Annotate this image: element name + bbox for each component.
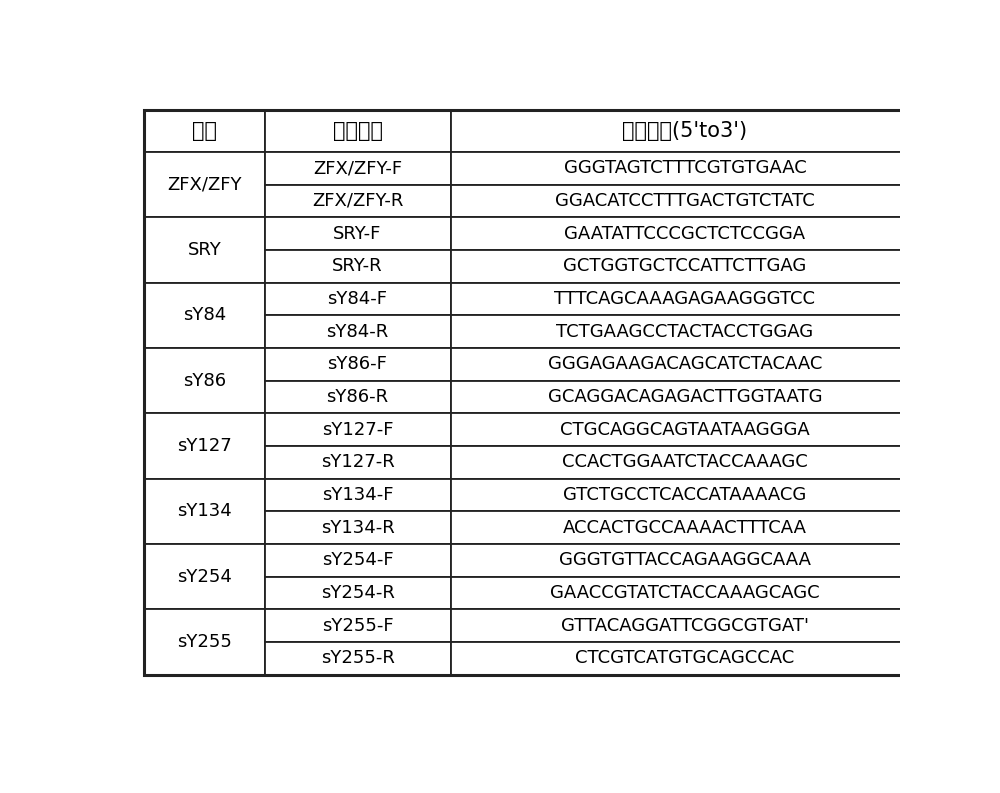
Text: sY134: sY134 <box>177 502 232 520</box>
Text: GCAGGACAGAGACTTGGTAATG: GCAGGACAGAGACTTGGTAATG <box>548 388 822 406</box>
Bar <box>450 110 919 152</box>
Text: sY254-F: sY254-F <box>322 551 393 569</box>
Text: TTTCAGCAAAGAGAAGGGTCC: TTTCAGCAAAGAGAAGGGTCC <box>554 290 815 308</box>
Text: ACCACTGCCAAAACTTTCAA: ACCACTGCCAAAACTTTCAA <box>563 519 807 537</box>
Text: GAATATTCCCGCTCTCCGGA: GAATATTCCCGCTCTCCGGA <box>564 224 805 243</box>
Text: sY84-R: sY84-R <box>326 323 389 341</box>
Text: SRY-F: SRY-F <box>333 224 382 243</box>
Text: GGGAGAAGACAGCATCTACAAC: GGGAGAAGACAGCATCTACAAC <box>548 355 822 374</box>
Text: 引物名称: 引物名称 <box>332 121 382 141</box>
Bar <box>264 217 450 250</box>
Bar <box>450 642 919 675</box>
Bar <box>450 282 919 316</box>
Text: GGGTGTTACCAGAAGGCAAA: GGGTGTTACCAGAAGGCAAA <box>559 551 811 569</box>
Bar <box>264 642 450 675</box>
Bar <box>450 413 919 446</box>
Text: SRY-R: SRY-R <box>332 257 383 275</box>
Bar <box>264 250 450 282</box>
Text: CCACTGGAATCTACCAAAGC: CCACTGGAATCTACCAAAGC <box>562 454 808 471</box>
Bar <box>450 217 919 250</box>
Text: ZFX/ZFY-R: ZFX/ZFY-R <box>312 192 403 210</box>
Text: GTTACAGGATTCGGCGTGAT': GTTACAGGATTCGGCGTGAT' <box>561 617 809 634</box>
Bar <box>144 282 264 348</box>
Bar <box>450 152 919 185</box>
Bar <box>450 446 919 479</box>
Text: GTCTGCCTCACCATAAAACG: GTCTGCCTCACCATAAAACG <box>563 486 807 504</box>
Bar <box>144 348 264 413</box>
Text: GCTGGTGCTCCATTCTTGAG: GCTGGTGCTCCATTCTTGAG <box>563 257 807 275</box>
Text: sY134-R: sY134-R <box>321 519 394 537</box>
Bar <box>264 316 450 348</box>
Text: sY255-R: sY255-R <box>321 649 394 667</box>
Text: CTGCAGGCAGTAATAAGGGA: CTGCAGGCAGTAATAAGGGA <box>560 420 810 439</box>
Text: CTCGTCATGTGCAGCCAC: CTCGTCATGTGCAGCCAC <box>575 649 795 667</box>
Bar <box>144 609 264 675</box>
Bar <box>144 544 264 609</box>
Text: ZFX/ZFY-F: ZFX/ZFY-F <box>313 159 402 178</box>
Text: sY86-R: sY86-R <box>326 388 389 406</box>
Bar <box>144 217 264 282</box>
Bar <box>450 511 919 544</box>
Bar <box>450 185 919 217</box>
Text: sY84-F: sY84-F <box>328 290 388 308</box>
Text: 引物序列(5'to3'): 引物序列(5'to3') <box>622 121 747 141</box>
Bar <box>264 446 450 479</box>
Bar <box>264 413 450 446</box>
Bar <box>264 381 450 413</box>
Text: sY254-R: sY254-R <box>321 584 394 602</box>
Bar <box>450 577 919 609</box>
Bar <box>264 511 450 544</box>
Bar <box>144 479 264 544</box>
Bar <box>450 479 919 511</box>
Bar <box>264 544 450 577</box>
Text: sY84: sY84 <box>183 306 226 324</box>
Bar <box>144 413 264 479</box>
Text: ZFX/ZFY: ZFX/ZFY <box>167 175 242 193</box>
Text: TCTGAAGCCTACTACCTGGAG: TCTGAAGCCTACTACCTGGAG <box>556 323 813 341</box>
Bar <box>264 282 450 316</box>
Bar <box>264 479 450 511</box>
Bar <box>264 609 450 642</box>
Bar <box>450 544 919 577</box>
Text: sY127: sY127 <box>177 437 232 455</box>
Text: sY255-F: sY255-F <box>322 617 393 634</box>
Bar <box>264 185 450 217</box>
Bar <box>264 577 450 609</box>
Text: sY254: sY254 <box>177 568 232 585</box>
Bar <box>264 110 450 152</box>
Bar <box>450 316 919 348</box>
Bar <box>144 152 264 217</box>
Text: GGGTAGTCTTTCGTGTGAAC: GGGTAGTCTTTCGTGTGAAC <box>564 159 806 178</box>
Text: GAACCGTATCTACCAAAGCAGC: GAACCGTATCTACCAAAGCAGC <box>550 584 820 602</box>
Bar <box>264 152 450 185</box>
Text: SRY: SRY <box>188 241 221 259</box>
Text: GGACATCCTTTGACTGTCTATC: GGACATCCTTTGACTGTCTATC <box>555 192 815 210</box>
Bar <box>264 348 450 381</box>
Text: sY127-R: sY127-R <box>321 454 394 471</box>
Bar <box>450 381 919 413</box>
Text: sY255: sY255 <box>177 633 232 651</box>
Text: sY86: sY86 <box>183 372 226 389</box>
Text: sY127-F: sY127-F <box>322 420 393 439</box>
Bar <box>450 609 919 642</box>
Bar <box>144 110 264 152</box>
Text: sY86-F: sY86-F <box>328 355 387 374</box>
Text: sY134-F: sY134-F <box>322 486 393 504</box>
Bar <box>450 250 919 282</box>
Text: 位点: 位点 <box>192 121 217 141</box>
Bar <box>450 348 919 381</box>
